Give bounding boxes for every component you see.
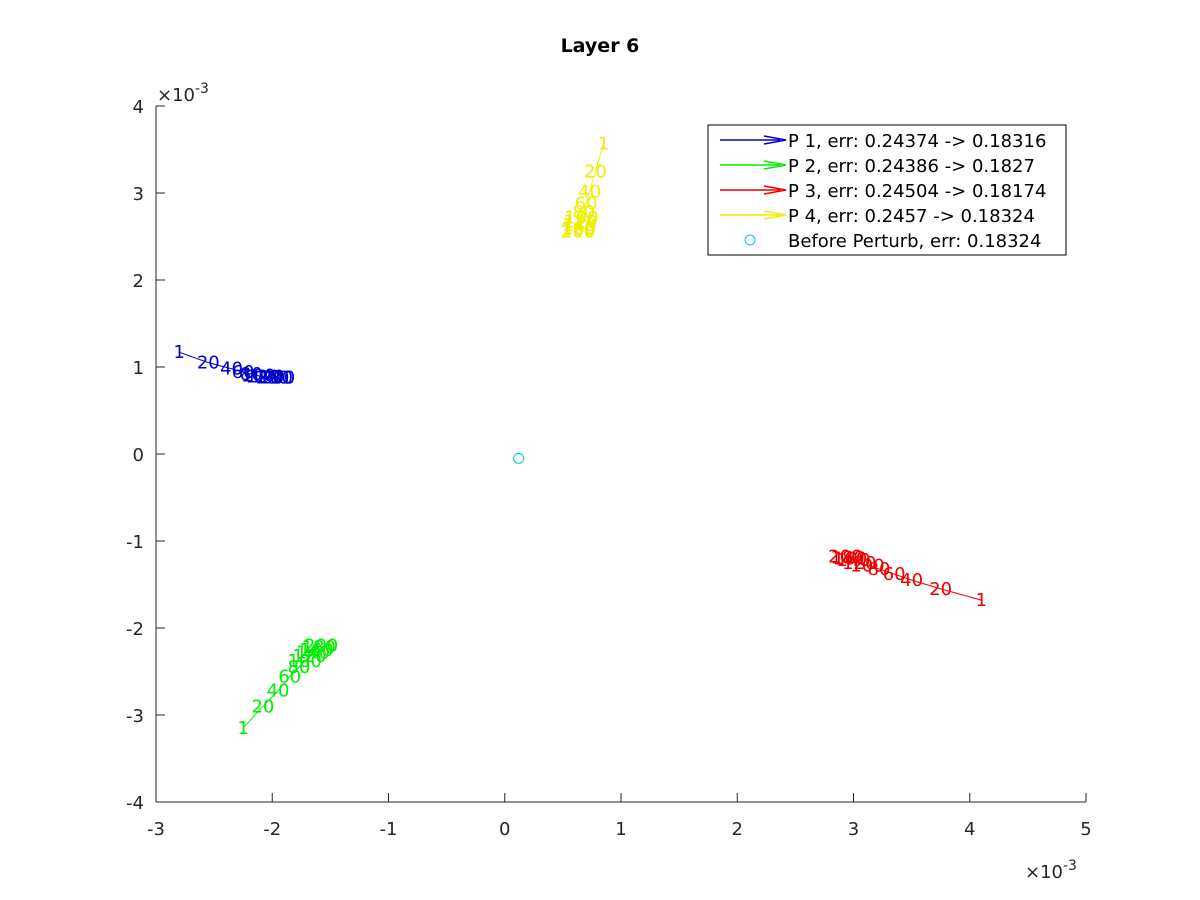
data-label: 60 bbox=[278, 667, 301, 688]
data-label: 20 bbox=[929, 579, 952, 600]
y-tick-label: -2 bbox=[126, 619, 144, 640]
y-tick-label: 0 bbox=[133, 445, 144, 466]
data-label: 20 bbox=[251, 696, 274, 717]
y-tick-label: 2 bbox=[133, 271, 144, 292]
data-label: 100 bbox=[850, 555, 884, 576]
data-label: 200 bbox=[261, 367, 295, 388]
data-label: 100 bbox=[288, 651, 322, 672]
y-exponent-base: ×10 bbox=[157, 85, 195, 106]
x-exponent-power: -3 bbox=[1063, 858, 1077, 874]
series-layer: 1 20 4060801001201401601802001204060801001… bbox=[174, 133, 988, 739]
legend-item: P 2, err: 0.24386 -> 0.1827 bbox=[720, 156, 1035, 177]
data-label: 40 bbox=[267, 681, 290, 702]
data-label: 120 bbox=[842, 553, 876, 574]
x-tick-label: 4 bbox=[964, 819, 975, 840]
data-label: 60 bbox=[575, 193, 598, 214]
legend-label: P 3, err: 0.24504 -> 0.18174 bbox=[788, 181, 1046, 202]
data-label: 160 bbox=[833, 548, 867, 569]
data-label: 160 bbox=[299, 640, 333, 661]
before-perturb-marker bbox=[513, 452, 525, 464]
x-tick-label: -1 bbox=[380, 819, 398, 840]
data-label: 20 bbox=[584, 161, 607, 182]
legend-label: P 2, err: 0.24386 -> 0.1827 bbox=[788, 156, 1035, 177]
data-label: 1 bbox=[598, 133, 609, 154]
y-tick-label: -3 bbox=[126, 706, 144, 727]
legend-label: Before Perturb, err: 0.18324 bbox=[788, 231, 1041, 252]
data-label: 40 bbox=[578, 181, 601, 202]
legend-arrow-head bbox=[763, 160, 787, 170]
data-label: 80 bbox=[288, 657, 311, 678]
y-tick-label: 3 bbox=[133, 184, 144, 205]
data-label: 200 bbox=[561, 221, 595, 242]
x-tick-label: 5 bbox=[1080, 819, 1091, 840]
data-label: 180 bbox=[561, 220, 595, 241]
data-label: 1 bbox=[976, 590, 987, 611]
data-label: 80 bbox=[572, 202, 595, 223]
data-label: 180 bbox=[831, 548, 865, 569]
data-label: 140 bbox=[250, 367, 284, 388]
y-exponent-power: -3 bbox=[195, 81, 209, 97]
series-path bbox=[845, 556, 982, 601]
legend-label: P 4, err: 0.2457 -> 0.18324 bbox=[788, 206, 1035, 227]
data-label: 180 bbox=[259, 367, 293, 388]
x-exponent-base: ×10 bbox=[1025, 862, 1063, 883]
data-label: 160 bbox=[255, 367, 289, 388]
y-tick-label: -4 bbox=[126, 793, 144, 814]
data-label: 1 bbox=[237, 718, 248, 739]
legend-arrow-head bbox=[763, 135, 787, 145]
data-label: 80 bbox=[240, 364, 263, 385]
data-label: 120 bbox=[563, 212, 597, 233]
data-label: 40 bbox=[220, 359, 243, 380]
x-tick-label: 1 bbox=[615, 819, 626, 840]
legend: P 1, err: 0.24374 -> 0.18316 P 2, err: 0.… bbox=[707, 124, 1067, 256]
series-path bbox=[242, 644, 322, 729]
y-tick-label: 1 bbox=[133, 358, 144, 379]
series-path bbox=[577, 143, 605, 232]
y-tick-label: 4 bbox=[133, 97, 144, 118]
data-label: 60 bbox=[232, 362, 255, 383]
legend-item: Before Perturb, err: 0.18324 bbox=[744, 231, 1041, 252]
data-label: 100 bbox=[241, 366, 275, 387]
data-label: 20 bbox=[197, 353, 220, 374]
data-label: 120 bbox=[292, 646, 326, 667]
legend-label: P 1, err: 0.24374 -> 0.18316 bbox=[788, 131, 1046, 152]
data-label: 140 bbox=[562, 215, 596, 236]
data-label: 40 bbox=[900, 570, 923, 591]
legend-item: P 1, err: 0.24374 -> 0.18316 bbox=[720, 131, 1046, 152]
data-label: 160 bbox=[562, 218, 596, 239]
x-tick-label: -2 bbox=[263, 819, 281, 840]
x-exponent-label: ×10-3 bbox=[1025, 858, 1077, 883]
data-label: 80 bbox=[868, 559, 891, 580]
x-tick-label: -3 bbox=[147, 819, 165, 840]
data-label: 180 bbox=[302, 637, 336, 658]
legend-item: P 3, err: 0.24504 -> 0.18174 bbox=[720, 181, 1046, 202]
legend-arrow-head bbox=[763, 185, 787, 195]
legend-arrow-head bbox=[763, 210, 787, 220]
y-tick-label: -1 bbox=[126, 532, 144, 553]
data-label: 140 bbox=[296, 642, 330, 663]
chart-title: Layer 6 bbox=[561, 35, 640, 57]
x-tick-label: 0 bbox=[499, 819, 510, 840]
legend-item: P 4, err: 0.2457 -> 0.18324 bbox=[720, 206, 1035, 227]
series-path bbox=[179, 351, 279, 378]
x-tick-label: 3 bbox=[848, 819, 859, 840]
y-exponent-label: ×10-3 bbox=[157, 81, 209, 106]
data-label: 200 bbox=[304, 635, 338, 656]
x-tick-label: 2 bbox=[732, 819, 743, 840]
data-label: 140 bbox=[836, 550, 870, 571]
legend-marker bbox=[744, 234, 756, 246]
data-label: 1 bbox=[174, 342, 185, 363]
data-label: 60 bbox=[883, 564, 906, 585]
data-label: 200 bbox=[828, 547, 862, 568]
data-label: 100 bbox=[564, 207, 598, 228]
data-label: 120 bbox=[246, 367, 280, 388]
